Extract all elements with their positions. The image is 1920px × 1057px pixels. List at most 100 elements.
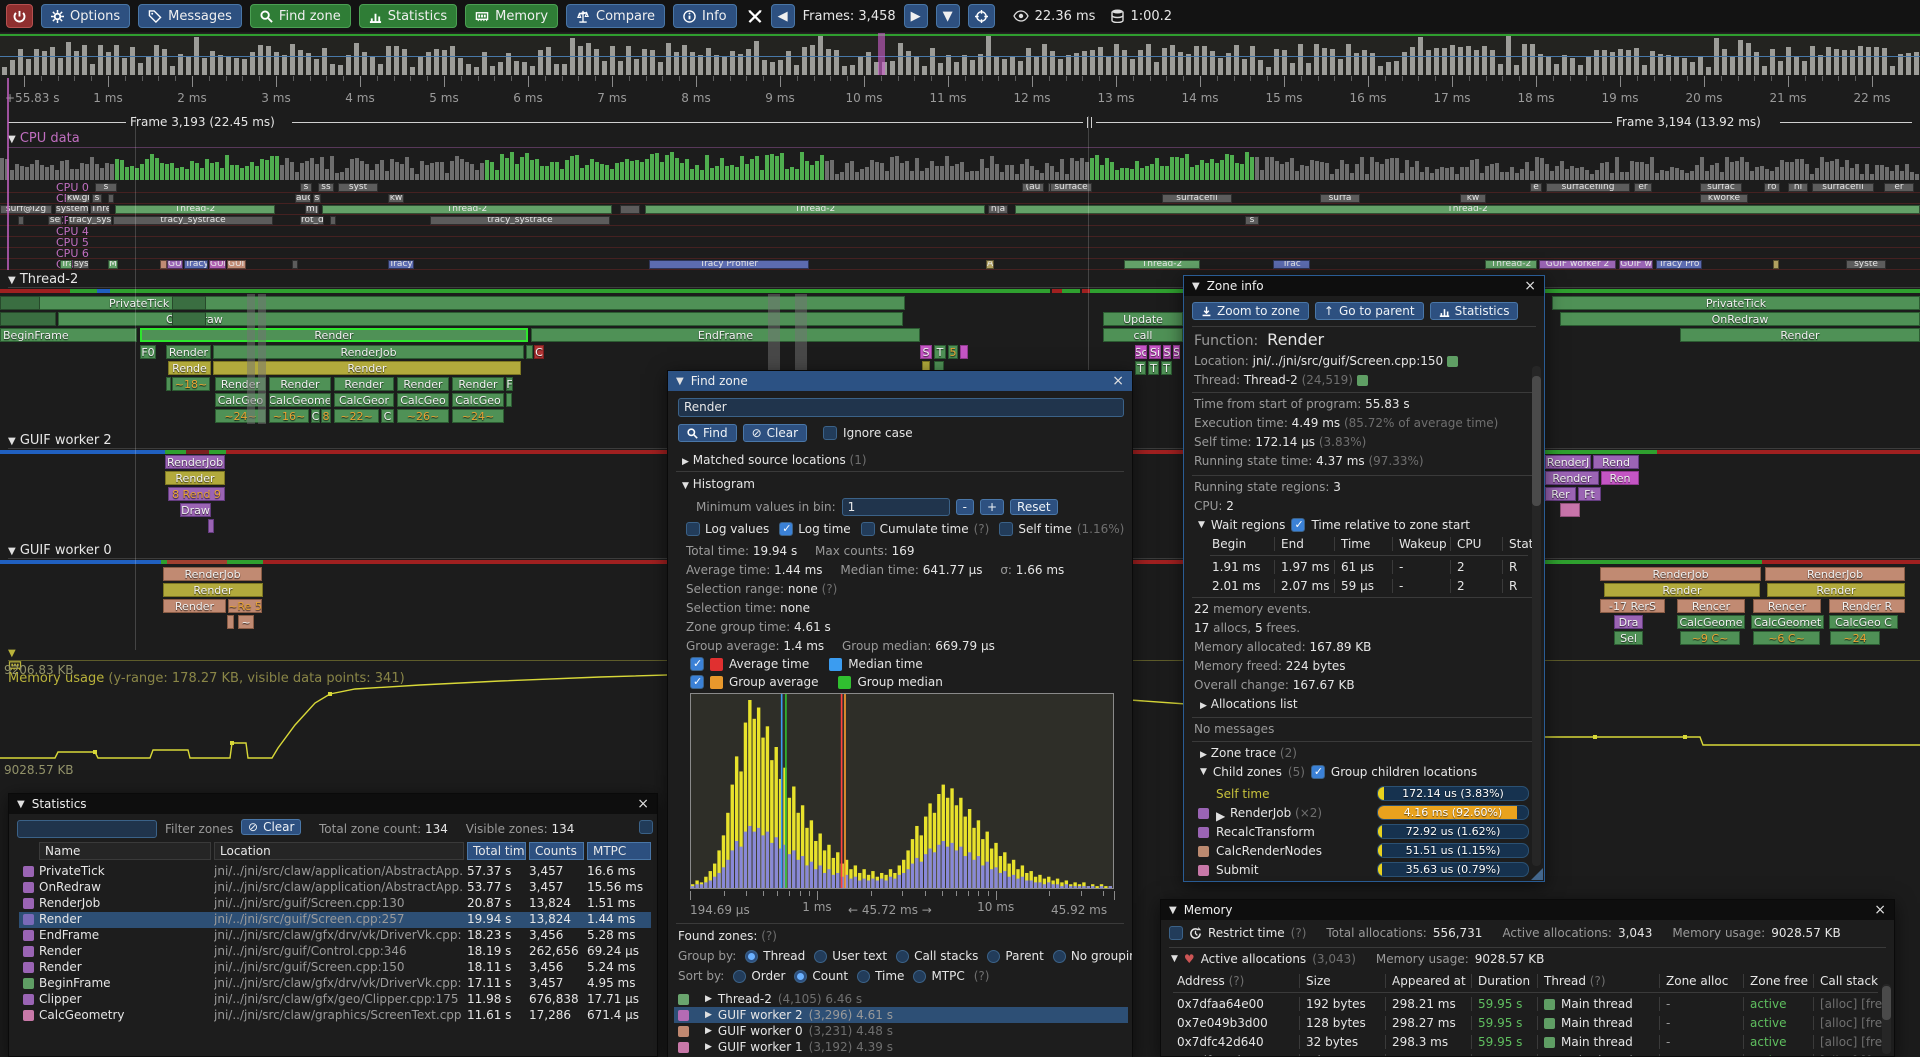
timeline-zone[interactable]: CalcGeor: [334, 393, 394, 407]
timeline-zone[interactable]: S: [920, 345, 932, 359]
info-button[interactable]: Info: [673, 4, 737, 28]
find-zone-button[interactable]: Find zone: [249, 4, 351, 28]
timeline-zone[interactable]: EndFrame: [531, 328, 920, 342]
cpu-zone[interactable]: ni: [1788, 183, 1808, 192]
reset-button[interactable]: Reset: [1010, 499, 1058, 515]
cpu-zone[interactable]: surface: [1050, 183, 1092, 192]
timeline-zone[interactable]: Rencer: [1753, 599, 1821, 613]
wait-regions-row[interactable]: ▼Wait regions Time relative to zone star…: [1198, 518, 1470, 532]
cpu-zone[interactable]: se: [48, 216, 62, 225]
cpu-zone[interactable]: syst: [338, 183, 378, 192]
cpu-zone[interactable]: er: [1634, 183, 1652, 192]
cpu-zone[interactable]: ss: [318, 183, 334, 192]
power-button[interactable]: [6, 4, 33, 28]
location-row[interactable]: Location: jni/../jni/src/guif/Screen.cpp…: [1194, 354, 1458, 368]
found-zone-group[interactable]: ▶ GUIF worker 1 (3,192) 4.39 s: [678, 1040, 893, 1054]
cpu-zone[interactable]: Tracy (: [184, 260, 208, 269]
timeline-zone[interactable]: Render: [140, 328, 528, 342]
mem-col-header[interactable]: Zone free: [1743, 974, 1816, 988]
cpu-zone[interactable]: s: [1245, 216, 1259, 225]
no-grouping-radio[interactable]: No grouping: [1052, 949, 1132, 963]
timeline-zone[interactable]: ~6 C~: [1753, 631, 1820, 645]
cpu-zone[interactable]: [18, 216, 24, 225]
cpu-zone[interactable]: ro: [1764, 183, 1780, 192]
timeline-zone[interactable]: ~16~: [269, 409, 309, 423]
cpu-zone[interactable]: [292, 260, 298, 269]
cpu-zone[interactable]: surfacefli: [1162, 194, 1232, 203]
mem-col-header[interactable]: Thread (?): [1537, 974, 1662, 988]
cpu-zone[interactable]: tracy_systrace: [430, 216, 610, 225]
find-zone-titlebar[interactable]: ▼ Find zone ×: [668, 371, 1132, 391]
timeline-zone[interactable]: F: [506, 377, 513, 391]
timeline-zone[interactable]: Ft: [1578, 487, 1601, 501]
timeline-zone[interactable]: Render: [1604, 583, 1760, 597]
timeline-zone[interactable]: Render: [452, 377, 504, 391]
cpu-zone[interactable]: system se: [55, 205, 89, 214]
mem-col-header[interactable]: Call stack: [1813, 974, 1890, 988]
timeline-zone[interactable]: Update: [1103, 312, 1183, 326]
cpu-data-header[interactable]: ▼ CPU data: [8, 131, 80, 146]
timeline-zone[interactable]: ~Re 5: [228, 599, 262, 613]
timeline-zone[interactable]: CalcGeo C: [1829, 615, 1898, 629]
cpu-zone[interactable]: Thread-2: [1015, 205, 1920, 214]
self-time-checkbox[interactable]: Self time (1.16%): [999, 522, 1124, 536]
cpu-zone[interactable]: surfacefling: [1546, 183, 1630, 192]
cpu-zone[interactable]: [330, 216, 336, 225]
timeline-zone[interactable]: 5: [948, 345, 958, 359]
time-relative-checkbox[interactable]: [1291, 518, 1306, 532]
cpu-zone[interactable]: syst: [73, 260, 89, 269]
timeline-zone[interactable]: Rer: [1545, 487, 1576, 501]
frame-markers-row[interactable]: Frame 3,193 (22.45 ms) Frame 3,194 (13.92…: [0, 115, 1920, 130]
zone-statistics-button[interactable]: Statistics: [1429, 302, 1519, 320]
timeline-zone[interactable]: Render: [1767, 583, 1905, 597]
prev-frame-button[interactable]: ◀: [770, 4, 795, 28]
log-time-checkbox[interactable]: Log time: [779, 522, 851, 536]
timeline-zone[interactable]: [506, 393, 512, 407]
frame-overview-strip[interactable]: [0, 33, 1920, 75]
timeline-zone[interactable]: Render: [1545, 471, 1599, 485]
cpu-zone[interactable]: n|a: [988, 205, 1008, 214]
timeline-zone[interactable]: T: [934, 345, 946, 359]
mem-col-header[interactable]: Appeared at: [1385, 974, 1474, 988]
matched-locations-row[interactable]: ▶ Matched source locations (1): [682, 453, 867, 467]
cpu-zone[interactable]: Tracy s: [388, 260, 414, 269]
cpu-zone[interactable]: syste: [1846, 260, 1886, 269]
zone-trace-row[interactable]: ▶ Zone trace (2): [1200, 746, 1297, 760]
user-text-radio[interactable]: User text: [814, 949, 887, 963]
timeline-zone[interactable]: CalcGeome: [1677, 615, 1745, 629]
cpu-zone[interactable]: Thre: [90, 205, 110, 214]
group-children-checkbox[interactable]: [1310, 765, 1325, 779]
timeline-zone[interactable]: Sc: [1135, 345, 1147, 359]
timeline-zone[interactable]: ~24~: [452, 409, 504, 423]
timeline-zone[interactable]: S: [1163, 345, 1171, 359]
timeline-zone[interactable]: S: [1173, 345, 1180, 359]
thread2-header[interactable]: ▼ Thread-2: [8, 272, 79, 287]
timeline-zone[interactable]: RenderJob: [1765, 567, 1905, 581]
log-values-checkbox[interactable]: Log values: [686, 522, 769, 536]
cpu-zone[interactable]: Tra: [60, 260, 72, 269]
go-to-parent-button[interactable]: ↑ Go to parent: [1314, 302, 1424, 320]
memory-button[interactable]: Memory: [465, 4, 559, 28]
timeline-zone[interactable]: ~26~: [397, 409, 449, 423]
thread-row[interactable]: Thread: Thread-2 (24,519): [1194, 373, 1368, 387]
cpu-zone[interactable]: [620, 205, 640, 214]
column-header-name[interactable]: Name: [39, 842, 211, 860]
timeline-zone[interactable]: [172, 312, 206, 326]
cpu-zone[interactable]: M: [108, 260, 118, 269]
timeline-zone[interactable]: [526, 345, 533, 359]
timeline-zone[interactable]: CalcGeome: [269, 393, 331, 407]
cpu-zone[interactable]: A: [986, 260, 994, 269]
mem-col-header[interactable]: Address (?): [1177, 974, 1245, 988]
close-icon[interactable]: ×: [1112, 373, 1124, 389]
statistics-button[interactable]: Statistics: [358, 4, 458, 28]
compare-button[interactable]: Compare: [566, 4, 666, 28]
mem-col-header[interactable]: Zone alloc: [1659, 974, 1746, 988]
timeline-zone[interactable]: C: [381, 409, 394, 423]
close-icon[interactable]: ×: [1874, 902, 1886, 918]
thread-radio[interactable]: Thread: [745, 949, 805, 963]
resize-grip[interactable]: [1531, 868, 1543, 880]
timeline-zone[interactable]: Render: [334, 377, 394, 391]
close-icon[interactable]: ×: [637, 796, 649, 812]
statistics-extra-checkbox[interactable]: [639, 820, 653, 834]
cpu-zone[interactable]: surfac: [1700, 183, 1742, 192]
